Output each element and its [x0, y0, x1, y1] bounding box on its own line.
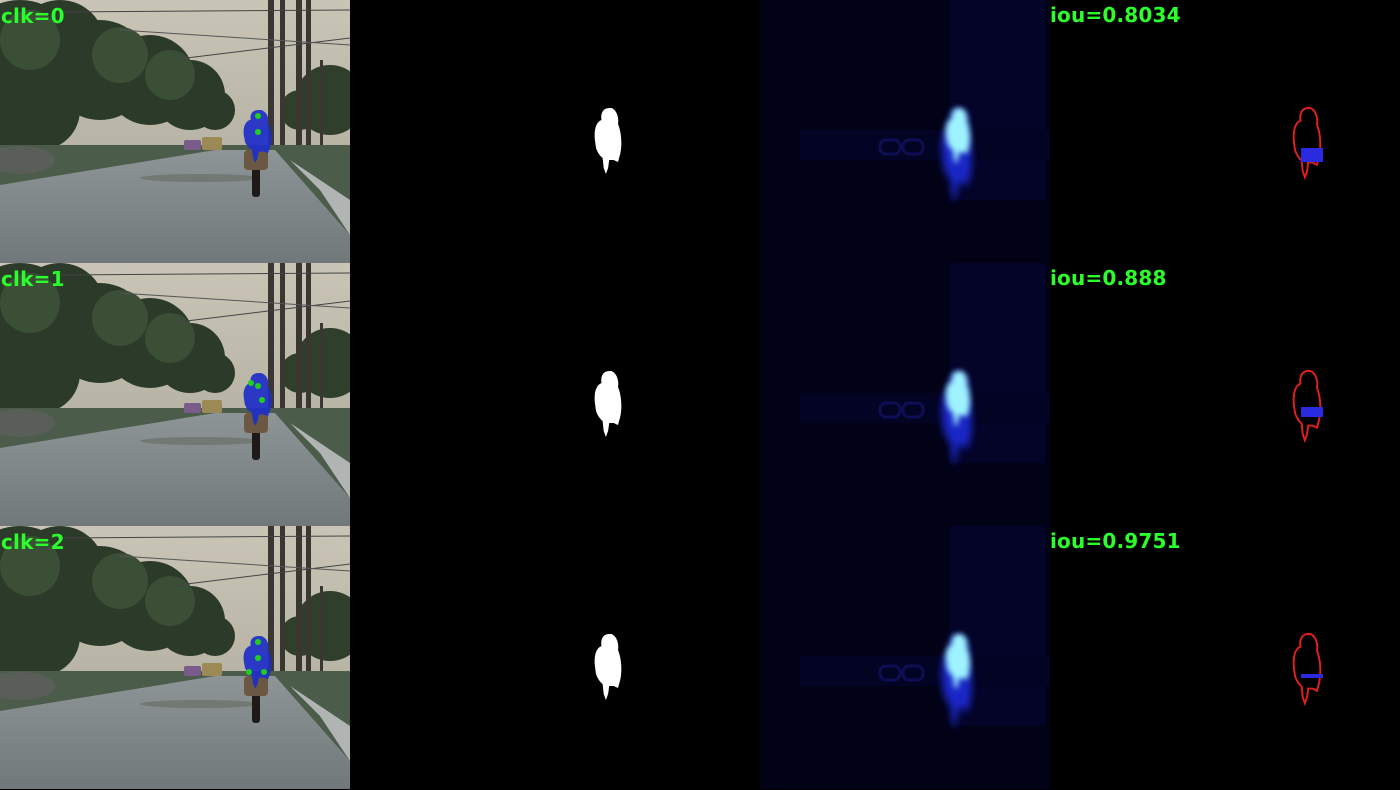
error-outline	[1292, 633, 1322, 707]
click-point	[255, 129, 261, 135]
error-region	[1301, 148, 1323, 162]
rocks	[0, 146, 55, 174]
utility-poles	[59, 263, 350, 473]
error-region	[1301, 674, 1323, 678]
click-count-label: clk=2	[1, 530, 65, 554]
road	[0, 150, 350, 263]
iou-label: iou=0.8034	[1050, 3, 1181, 27]
heatmap-hotspot	[945, 108, 971, 165]
heatmap-hotspot	[945, 634, 971, 691]
rocks	[0, 409, 55, 437]
click-point	[255, 639, 261, 645]
probability-heatmap-panel	[700, 0, 1050, 263]
click-point	[248, 380, 254, 386]
iou-label: iou=0.888	[1050, 266, 1167, 290]
car	[202, 400, 222, 413]
motorbike-wheel	[252, 689, 260, 723]
street-scene-image	[0, 263, 350, 526]
rider-mask-shape	[594, 108, 622, 174]
car	[202, 137, 222, 150]
predicted-mask-panel	[350, 263, 700, 526]
road	[0, 413, 350, 526]
error-outline-panel	[1050, 526, 1400, 789]
probability-heatmap-panel	[700, 263, 1050, 526]
heatmap-background	[760, 0, 1050, 263]
error-outline-panel	[1050, 263, 1400, 526]
probability-heatmap-panel	[700, 526, 1050, 789]
click-count-label: clk=0	[1, 4, 65, 28]
click-count-label: clk=1	[1, 267, 65, 291]
street-scene-image	[0, 0, 350, 263]
rider-selection-overlay	[243, 636, 272, 689]
heatmap-background	[760, 263, 1050, 526]
error-outline	[1292, 107, 1322, 181]
error-outline	[1292, 370, 1322, 444]
input-image-panel	[0, 0, 350, 263]
car	[184, 666, 201, 676]
car	[184, 140, 201, 150]
road	[0, 676, 350, 789]
input-image-panel	[0, 263, 350, 526]
rocks	[0, 672, 55, 700]
input-image-panel	[0, 526, 350, 789]
predicted-mask-panel	[350, 0, 700, 263]
click-point	[259, 397, 265, 403]
utility-poles	[59, 0, 350, 210]
error-outline-panel	[1050, 0, 1400, 263]
car	[202, 663, 222, 676]
motorbike-wheel	[252, 426, 260, 460]
result-row: clk=0 iou=0.8034	[0, 0, 1400, 263]
rider-mask-shape	[594, 634, 622, 700]
click-point	[246, 669, 252, 675]
click-point	[255, 113, 261, 119]
rider-selection-overlay	[243, 110, 272, 163]
click-point	[255, 383, 261, 389]
result-row: clk=2 iou=0.9751	[0, 526, 1400, 789]
click-point	[255, 655, 261, 661]
rider-mask-shape	[594, 371, 622, 437]
predicted-mask-panel	[350, 526, 700, 789]
motorbike-wheel	[252, 163, 260, 197]
street-scene-image	[0, 526, 350, 789]
rider-selection-overlay	[243, 373, 272, 426]
car	[184, 403, 201, 413]
heatmap-background	[760, 526, 1050, 789]
utility-poles	[59, 526, 350, 736]
result-row: clk=1 iou=0.888	[0, 263, 1400, 526]
heatmap-hotspot	[945, 371, 971, 428]
click-point	[261, 669, 267, 675]
iou-label: iou=0.9751	[1050, 529, 1181, 553]
error-region	[1301, 407, 1323, 417]
